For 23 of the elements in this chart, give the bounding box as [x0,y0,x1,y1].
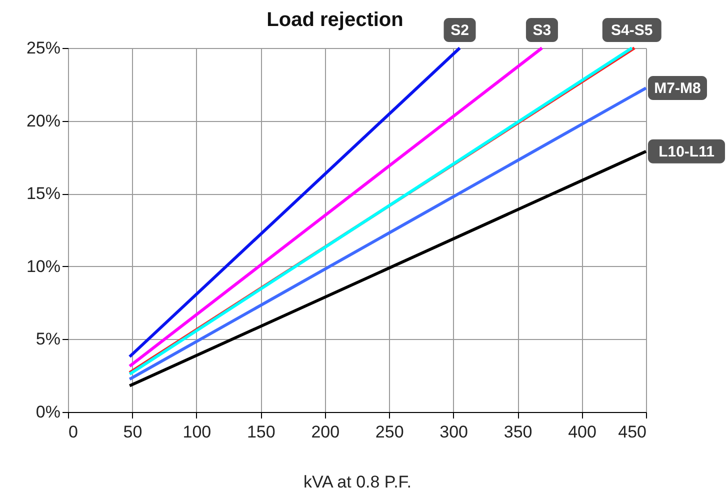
x-tick-label: 450 [618,422,646,442]
x-tick-label: 400 [568,422,596,442]
y-tick-label: 20% [26,111,60,130]
series-label: S2 [450,22,469,39]
y-tick-label: 0% [36,402,60,422]
x-axis-title: kVA at 0.8 P.F. [303,472,412,492]
series-label: S3 [532,22,552,39]
y-tick-label: 5% [36,330,60,349]
x-tick-label: 0 [68,422,78,442]
x-tick-label: 50 [123,422,142,442]
x-tick-label: 200 [311,422,340,442]
y-tick-label: 10% [26,256,60,276]
x-tick-label: 150 [246,422,276,442]
x-tick-label: 300 [440,422,468,442]
x-tick-label: 350 [504,422,532,442]
series-label: L10-L11 [658,143,714,160]
y-tick-label: 15% [26,184,60,204]
chart-title: Load rejection [266,9,404,31]
x-tick-label: 100 [182,422,212,442]
series-label: M7-M8 [654,80,701,98]
y-tick-label: 25% [26,38,60,58]
x-tick-label: 250 [375,422,404,442]
series-label: S4-S5 [611,22,653,39]
